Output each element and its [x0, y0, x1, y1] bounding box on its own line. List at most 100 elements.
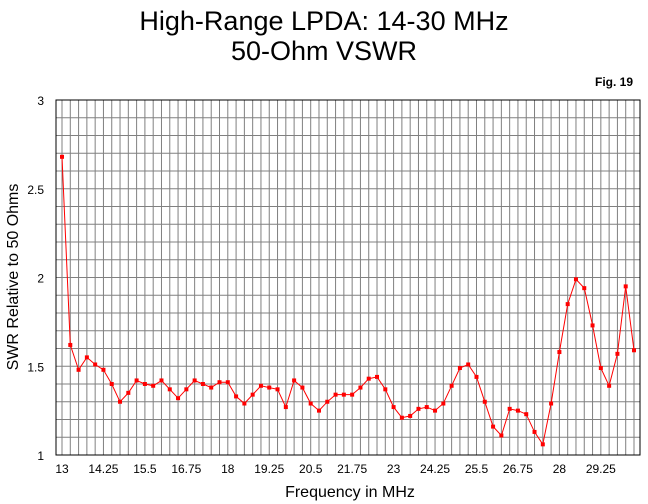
swr-point: [76, 367, 81, 372]
swr-point: [449, 383, 454, 388]
swr-point: [300, 385, 305, 390]
swr-point: [341, 392, 346, 397]
swr-series: [60, 154, 636, 447]
figure-label: Fig. 19: [594, 75, 633, 89]
x-tick-label: 21.75: [337, 462, 367, 476]
swr-point: [325, 399, 330, 404]
y-tick-label: 2: [37, 272, 44, 286]
swr-point: [590, 323, 595, 328]
swr-point: [416, 406, 421, 411]
swr-point: [540, 442, 545, 447]
chart-title-line-2: 50-Ohm VSWR: [230, 36, 418, 66]
swr-point: [217, 380, 222, 385]
y-tick-label: 1: [37, 449, 44, 463]
swr-point: [283, 405, 288, 410]
swr-point: [308, 401, 313, 406]
swr-point: [466, 362, 471, 367]
swr-point: [209, 385, 214, 390]
swr-point: [93, 362, 98, 367]
chart-title-line-1: High-Range LPDA: 14-30 MHz: [139, 6, 509, 36]
swr-point: [408, 413, 413, 418]
swr-point: [623, 284, 628, 289]
x-tick-labels: 13 14.25 15.5 16.75 18 19.25 20.5 21.75 23 24.25 2…: [55, 462, 616, 476]
x-tick-label: 23: [387, 462, 401, 476]
swr-point: [350, 392, 355, 397]
swr-point: [134, 378, 139, 383]
swr-point: [292, 378, 297, 383]
x-tick-label: 29.25: [586, 462, 616, 476]
swr-point: [234, 394, 239, 399]
x-axis-label: Frequency in MHz: [285, 484, 415, 501]
x-tick-label: 14.25: [88, 462, 118, 476]
swr-point: [258, 383, 263, 388]
swr-point: [474, 374, 479, 379]
swr-point: [549, 401, 554, 406]
grid-lines: [56, 99, 640, 456]
swr-point: [383, 387, 388, 392]
y-tick-label: 3: [37, 94, 44, 108]
x-tick-label: 26.75: [503, 462, 533, 476]
x-tick-label: 20.5: [299, 462, 323, 476]
swr-point: [399, 415, 404, 420]
swr-point: [433, 408, 438, 413]
swr-point: [598, 366, 603, 371]
swr-point: [507, 406, 512, 411]
x-tick-label: 28: [553, 462, 567, 476]
swr-point: [101, 367, 106, 372]
swr-point: [607, 383, 612, 388]
swr-point: [366, 376, 371, 381]
swr-point: [109, 382, 114, 386]
swr-point: [424, 405, 429, 410]
swr-point: [167, 387, 172, 392]
swr-point: [491, 424, 496, 429]
swr-point: [333, 392, 338, 397]
x-tick-label: 18: [221, 462, 235, 476]
swr-point: [375, 374, 380, 379]
swr-point: [557, 350, 562, 355]
swr-point: [176, 396, 181, 401]
swr-point: [316, 408, 321, 413]
x-tick-label: 24.25: [420, 462, 450, 476]
swr-point: [151, 383, 156, 388]
y-tick-labels: 1 1.5 2 2.5 3: [27, 94, 44, 463]
swr-point: [573, 277, 578, 282]
swr-point: [615, 351, 620, 356]
y-tick-label: 2.5: [27, 183, 44, 197]
swr-point: [184, 387, 189, 392]
x-tick-label: 13: [55, 462, 69, 476]
swr-point: [84, 355, 89, 360]
swr-point: [250, 392, 255, 397]
x-tick-label: 25.5: [465, 462, 489, 476]
x-tick-label: 15.5: [133, 462, 157, 476]
swr-point: [68, 342, 73, 347]
swr-point: [632, 348, 636, 353]
swr-point: [159, 378, 164, 383]
y-axis-label: SWR Relative to 50 Ohms: [5, 184, 22, 371]
swr-point: [482, 399, 487, 404]
swr-point: [532, 429, 537, 434]
swr-point: [582, 286, 587, 291]
swr-point: [499, 433, 504, 438]
swr-point: [515, 408, 520, 413]
x-tick-label: 19.25: [254, 462, 284, 476]
swr-point: [126, 390, 131, 395]
swr-point: [441, 401, 446, 406]
swr-point: [358, 385, 363, 390]
swr-line: [61, 156, 635, 446]
swr-point: [192, 378, 197, 383]
y-tick-label: 1.5: [27, 360, 44, 374]
swr-point: [242, 401, 247, 406]
swr-point: [565, 302, 570, 307]
x-tick-label: 16.75: [171, 462, 201, 476]
swr-point: [200, 382, 205, 386]
plot-area: [55, 99, 641, 456]
swr-point: [391, 405, 396, 410]
swr-point: [60, 154, 64, 159]
swr-point: [118, 399, 123, 404]
swr-point: [457, 366, 462, 371]
swr-point: [275, 387, 280, 392]
swr-point: [267, 385, 272, 390]
swr-point: [142, 382, 147, 386]
swr-point: [524, 412, 529, 417]
